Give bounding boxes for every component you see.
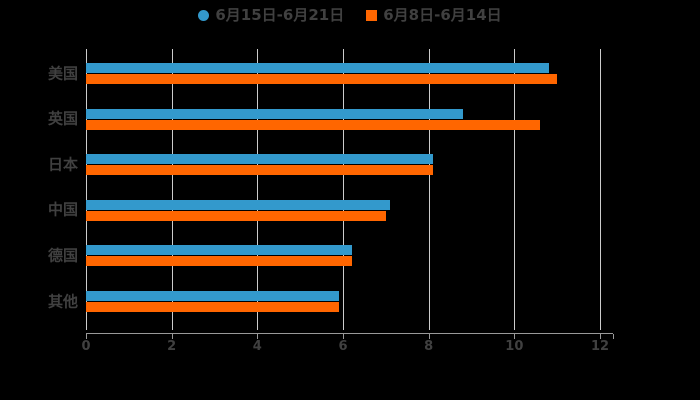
gridline-x2: [171, 49, 173, 330]
x-axis-tick-12: [600, 334, 601, 339]
category-label-5: 德国: [47, 246, 78, 265]
category-label-2: 英国: [47, 109, 78, 128]
bar-series2-英国: [86, 119, 541, 130]
x-axis-tick-8: [428, 334, 430, 339]
x-axis-tick-0: [86, 334, 87, 339]
x-tick-label-10: 10: [505, 339, 524, 354]
bar-series2-美国: [86, 74, 558, 84]
circle-icon: [198, 9, 210, 21]
x-axis-line: [86, 333, 613, 334]
bar-series1-英国: [86, 108, 463, 119]
gridline-x6: [343, 49, 344, 330]
gridline-x12: [600, 49, 601, 330]
bar-series2-其他: [86, 302, 339, 312]
x-axis-tick-2: [171, 334, 173, 339]
legend-label-jun8-14: 6月8日-6月14日: [383, 5, 502, 24]
bar-series1-其他: [86, 291, 339, 301]
chart-legend: 6月15日-6月21日 6月8日-6月14日: [0, 4, 700, 26]
category-label-1: 美国: [47, 64, 78, 82]
x-tick-label-0: 0: [81, 339, 91, 354]
x-axis-end-tick: [613, 334, 614, 339]
bar-series2-中国: [86, 210, 386, 221]
bar-series2-德国: [86, 256, 352, 267]
category-label-6: 其他: [47, 292, 78, 310]
x-tick-label-4: 4: [252, 339, 262, 354]
bar-series1-日本: [86, 154, 433, 165]
gridline-x4: [257, 49, 259, 330]
gridline-x8: [428, 49, 430, 330]
x-tick-label-8: 8: [424, 339, 434, 354]
category-label-3: 日本: [47, 155, 78, 174]
legend-label-jun15-21: 6月15日-6月21日: [215, 5, 345, 24]
bar-series1-美国: [86, 63, 549, 73]
square-icon: [366, 9, 378, 21]
x-tick-label-12: 12: [590, 339, 610, 354]
bar-series2-日本: [86, 165, 433, 176]
x-axis-tick-6: [343, 334, 344, 339]
legend-item-jun15-21[interactable]: 6月15日-6月21日: [198, 5, 345, 24]
x-tick-label-2: 2: [167, 339, 177, 354]
legend-item-jun8-14[interactable]: 6月8日-6月14日: [366, 5, 502, 24]
bar-series1-中国: [86, 199, 391, 210]
x-axis-tick-4: [257, 334, 259, 339]
x-tick-label-6: 6: [338, 339, 348, 354]
x-axis-tick-10: [514, 334, 516, 339]
gridline-x10: [514, 49, 516, 330]
bar-series1-德国: [86, 245, 352, 256]
gridline-x0: [86, 49, 87, 330]
category-label-4: 中国: [47, 200, 78, 219]
